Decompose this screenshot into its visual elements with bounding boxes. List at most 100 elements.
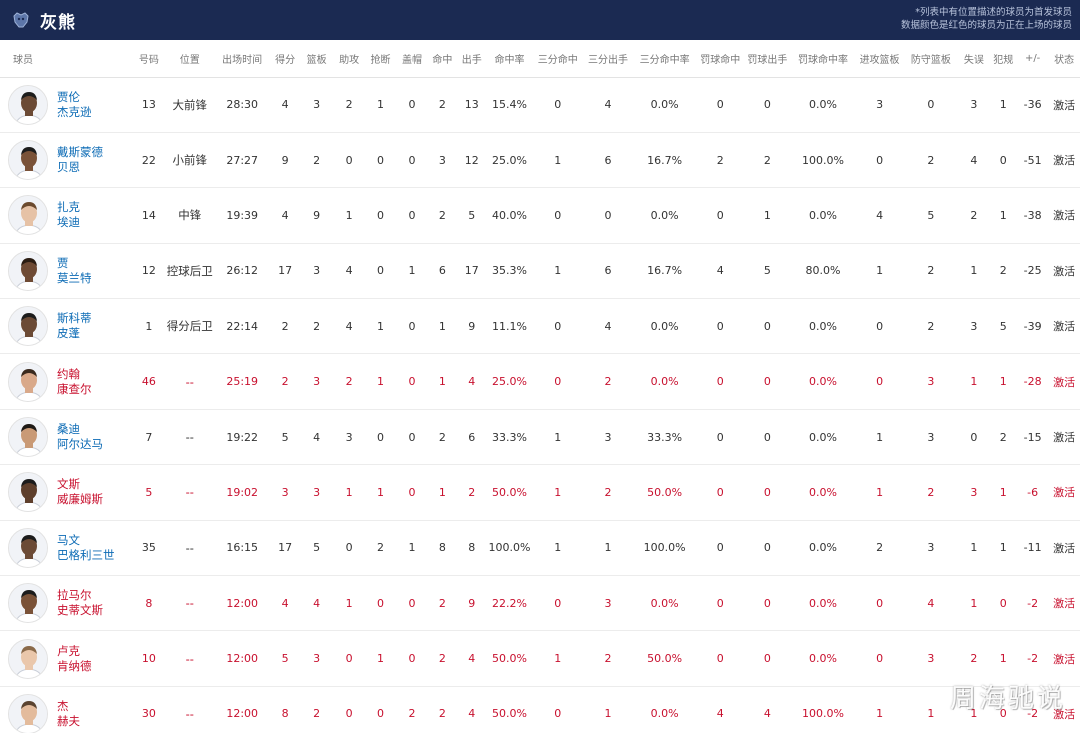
fouls: 2 [989,409,1017,466]
player-name-link[interactable]: 扎克 埃迪 [57,200,80,230]
table-row[interactable]: 贾伦 杰克逊 13 大前锋 28:30 4 3 2 1 0 2 13 15.4% 0 4 0.0% 0 0 0.0%… [0,77,1080,133]
column-header[interactable]: 球员 [0,40,133,78]
table-row[interactable]: 斯科蒂 皮蓬 1 得分后卫 22:14 2 2 4 1 0 1 9 11.1% 0 4 0.0% 0 0 0.0% 0… [0,298,1080,355]
player-name-link[interactable]: 文斯 威廉姆斯 [57,477,103,507]
column-header[interactable]: 防守篮板 [903,40,959,78]
column-header[interactable]: 抢断 [364,40,397,78]
table-row[interactable]: 贾莫兰特 12 控球后卫 26:12 17 3 4 0 1 6 17 35.3% 1 6 16.7% 4 5 80… [0,243,1080,300]
column-header[interactable]: 出手 [457,40,487,78]
three-attempted: 6 [582,132,634,189]
player-cell[interactable]: 杰赫夫 [0,686,133,733]
player-avatar[interactable] [8,693,48,733]
player-cell[interactable]: 桑迪 阿尔达马 [0,409,133,466]
offensive-rebounds: 1 [855,243,904,300]
table-row[interactable]: 马文 巴格利三世 35 -- 16:15 17 5 0 2 1 8 8 100.0% 1 1 100.0% 0 0… [0,520,1080,577]
table-row[interactable]: 约翰 康查尔 46 -- 25:19 2 3 2 1 0 1 4 25.0% 0 2 0.0% 0 0 0.0% 0 3… [0,353,1080,410]
position: 大前锋 [165,77,214,133]
table-row[interactable]: 扎克 埃迪 14 中锋 19:39 4 9 1 0 0 2 5 40.0% 0 0 0.0% 0 1 0.0% 4 5 2… [0,187,1080,244]
table-row[interactable]: 文斯 威廉姆斯 5 -- 19:02 3 3 1 1 0 1 2 50.0% 1 2 50.0% 0 0 0.0% 1… [0,464,1080,521]
column-header[interactable]: 三分命中 [532,40,583,78]
player-name-link[interactable]: 斯科蒂 皮蓬 [57,311,92,341]
player-cell[interactable]: 贾莫兰特 [0,243,133,300]
player-avatar[interactable] [8,306,48,347]
field-goals-attempted: 17 [457,243,487,300]
player-avatar[interactable] [8,361,48,402]
player-name-link[interactable]: 贾莫兰特 [57,256,92,286]
column-header[interactable]: 位置 [165,40,214,78]
column-header[interactable]: 命中 [427,40,458,78]
three-made: 0 [532,187,583,244]
player-cell[interactable]: 戴斯蒙德 贝恩 [0,132,133,189]
field-goal-pct: 15.4% [486,77,533,133]
column-header[interactable]: 盖帽 [396,40,428,78]
player-cell[interactable]: 卢克 肯纳德 [0,630,133,687]
three-pct: 0.0% [633,77,697,133]
player-avatar[interactable] [8,140,48,181]
rebounds: 3 [299,353,334,410]
position: -- [165,520,214,577]
field-goal-pct: 50.0% [486,464,533,521]
player-first-name: 扎克 [57,200,80,215]
column-header[interactable]: 篮板 [299,40,334,78]
plus-minus: -51 [1016,132,1049,189]
player-cell[interactable]: 扎克 埃迪 [0,187,133,244]
player-cell[interactable]: 斯科蒂 皮蓬 [0,298,133,355]
player-avatar[interactable] [8,250,48,291]
player-name-link[interactable]: 桑迪 阿尔达马 [57,422,103,452]
column-header[interactable]: 状态 [1048,40,1080,78]
column-header[interactable]: 罚球命中 [696,40,745,78]
table-row[interactable]: 戴斯蒙德 贝恩 22 小前锋 27:27 9 2 0 0 0 3 12 25.0% 1 6 16.7% 2 2 10… [0,132,1080,189]
jersey-number: 7 [132,409,166,466]
field-goals-made: 1 [427,298,458,355]
player-name-link[interactable]: 约翰 康查尔 [57,367,92,397]
column-header[interactable]: 罚球命中率 [790,40,856,78]
player-avatar[interactable] [8,583,48,624]
table-row[interactable]: 拉马尔 史蒂文斯 8 -- 12:00 4 4 1 0 0 2 9 22.2% 0 3 0.0% 0 0 0.0% 0… [0,575,1080,632]
column-header[interactable]: 助攻 [333,40,365,78]
player-name-link[interactable]: 杰赫夫 [57,699,80,729]
fouls: 1 [989,353,1017,410]
player-name-link[interactable]: 戴斯蒙德 贝恩 [57,145,103,175]
column-header[interactable]: 得分 [270,40,300,78]
column-header[interactable]: 三分命中率 [633,40,697,78]
player-name-link[interactable]: 贾伦 杰克逊 [57,90,92,120]
free-throw-pct: 0.0% [790,464,856,521]
points: 17 [270,243,300,300]
column-header[interactable]: 出场时间 [213,40,271,78]
player-avatar[interactable] [8,527,48,568]
three-made: 0 [532,575,583,632]
column-header[interactable]: 命中率 [486,40,533,78]
player-avatar[interactable] [8,195,48,236]
player-name-link[interactable]: 拉马尔 史蒂文斯 [57,588,103,618]
table-row[interactable]: 桑迪 阿尔达马 7 -- 19:22 5 4 3 0 0 2 6 33.3% 1 3 33.3% 0 0 0.0% 1… [0,409,1080,466]
column-header[interactable]: 进攻篮板 [855,40,904,78]
player-cell[interactable]: 马文 巴格利三世 [0,520,133,577]
table-row[interactable]: 杰赫夫 30 -- 12:00 8 2 0 0 2 2 4 50.0% 0 1 0.0% 4 4 100.0% 1 1… [0,686,1080,733]
free-throws-attempted: 0 [744,520,791,577]
player-avatar[interactable] [8,84,48,125]
table-row[interactable]: 卢克 肯纳德 10 -- 12:00 5 3 0 1 0 2 4 50.0% 1 2 50.0% 0 0 0.0% 0… [0,630,1080,687]
points: 9 [270,132,300,189]
column-header[interactable]: +/- [1016,40,1049,78]
fouls: 1 [989,464,1017,521]
column-header[interactable]: 罚球出手 [744,40,791,78]
player-cell[interactable]: 贾伦 杰克逊 [0,77,133,133]
player-name-link[interactable]: 马文 巴格利三世 [57,533,115,563]
position: 得分后卫 [165,298,214,355]
column-header[interactable]: 失误 [958,40,990,78]
player-cell[interactable]: 文斯 威廉姆斯 [0,464,133,521]
player-avatar[interactable] [8,638,48,679]
turnovers: 0 [958,409,990,466]
player-avatar[interactable] [8,417,48,458]
player-name-link[interactable]: 卢克 肯纳德 [57,644,92,674]
column-header[interactable]: 号码 [132,40,166,78]
player-cell[interactable]: 约翰 康查尔 [0,353,133,410]
free-throws-attempted: 4 [744,686,791,733]
column-header[interactable]: 犯规 [989,40,1017,78]
free-throws-attempted: 2 [744,132,791,189]
player-avatar[interactable] [8,472,48,513]
jersey-number: 8 [132,575,166,632]
player-cell[interactable]: 拉马尔 史蒂文斯 [0,575,133,632]
column-header[interactable]: 三分出手 [582,40,634,78]
status: 激活 [1048,409,1080,466]
